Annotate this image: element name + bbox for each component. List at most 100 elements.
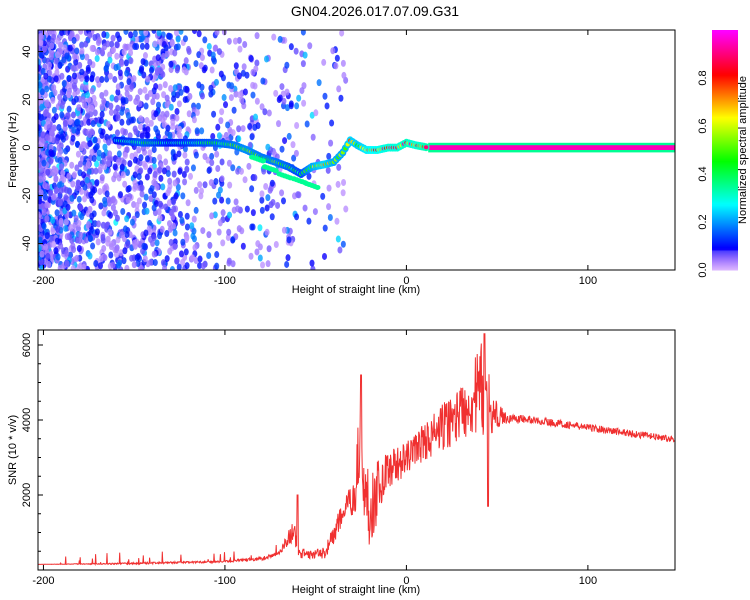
noise-cell bbox=[143, 162, 149, 170]
noise-cell bbox=[226, 228, 232, 236]
noise-cell bbox=[103, 64, 109, 72]
noise-cell bbox=[217, 219, 223, 227]
noise-cell bbox=[164, 230, 170, 238]
noise-cell bbox=[196, 30, 202, 38]
noise-cell bbox=[184, 212, 190, 220]
noise-cell bbox=[137, 123, 143, 131]
noise-cell bbox=[304, 120, 310, 128]
noise-cell bbox=[343, 205, 349, 213]
noise-cell bbox=[74, 47, 80, 55]
colorbar-cell bbox=[712, 192, 738, 195]
ridge-core bbox=[428, 145, 675, 150]
noise-cell bbox=[174, 66, 180, 74]
noise-cell bbox=[69, 161, 75, 169]
noise-cell bbox=[109, 40, 115, 48]
colorbar-cell bbox=[712, 164, 738, 167]
noise-cell bbox=[252, 174, 258, 182]
noise-cell bbox=[172, 229, 178, 237]
noise-cell bbox=[324, 102, 330, 110]
noise-cell bbox=[69, 194, 75, 202]
colorbar-cell bbox=[712, 222, 738, 225]
noise-cell bbox=[117, 191, 123, 199]
noise-cell bbox=[168, 66, 174, 74]
noise-cell bbox=[139, 35, 145, 43]
noise-cell bbox=[90, 242, 96, 250]
noise-cell bbox=[51, 240, 57, 248]
noise-cell bbox=[122, 151, 128, 159]
noise-cell bbox=[151, 191, 157, 199]
noise-cell bbox=[92, 109, 98, 117]
noise-cell bbox=[202, 181, 208, 189]
noise-cell bbox=[118, 231, 124, 239]
noise-cell bbox=[46, 61, 52, 69]
colorbar-cell bbox=[712, 266, 738, 269]
noise-cell bbox=[65, 112, 71, 120]
noise-cell bbox=[226, 257, 232, 265]
noise-cell bbox=[134, 254, 140, 262]
noise-cell bbox=[191, 215, 197, 223]
noise-cell bbox=[103, 89, 109, 97]
noise-cell bbox=[78, 231, 84, 239]
noise-cell bbox=[284, 88, 290, 96]
noise-cell bbox=[191, 116, 197, 124]
noise-cell bbox=[38, 224, 41, 232]
colorbar-cell bbox=[712, 252, 738, 255]
noise-cell bbox=[209, 152, 215, 160]
colorbar-cell bbox=[712, 214, 738, 217]
noise-cell bbox=[89, 148, 95, 156]
colorbar-cell bbox=[712, 148, 738, 151]
noise-cell bbox=[174, 257, 180, 265]
noise-cell bbox=[79, 53, 85, 61]
noise-cell bbox=[182, 96, 188, 104]
noise-cell bbox=[142, 201, 148, 209]
noise-cell bbox=[79, 47, 85, 55]
noise-cell bbox=[138, 115, 144, 123]
noise-cell bbox=[53, 75, 59, 83]
noise-cell bbox=[181, 66, 187, 74]
colorbar-cell bbox=[712, 122, 738, 125]
noise-cell bbox=[168, 103, 174, 111]
noise-cell bbox=[152, 170, 158, 178]
noise-cell bbox=[89, 74, 95, 82]
noise-cell bbox=[64, 249, 70, 257]
noise-cell bbox=[333, 62, 339, 70]
noise-cell bbox=[53, 57, 59, 65]
noise-cell bbox=[322, 252, 328, 260]
noise-cell bbox=[93, 259, 99, 267]
noise-cell bbox=[44, 201, 50, 209]
colorbar-cell bbox=[712, 198, 738, 201]
colorbar-cell bbox=[712, 256, 738, 259]
colorbar-cell bbox=[712, 210, 738, 213]
noise-cell bbox=[59, 102, 65, 110]
noise-cell bbox=[219, 108, 225, 116]
noise-cell bbox=[162, 264, 168, 270]
colorbar-cell bbox=[712, 196, 738, 199]
colorbar-label: Normalized spectral amplitude bbox=[737, 76, 749, 224]
noise-cell bbox=[167, 220, 173, 228]
noise-cell bbox=[53, 247, 59, 255]
noise-cell bbox=[157, 200, 163, 208]
noise-cell bbox=[335, 180, 341, 188]
colorbar-cell bbox=[712, 74, 738, 77]
noise-cell bbox=[105, 159, 111, 167]
noise-cell bbox=[39, 103, 45, 111]
noise-cell bbox=[169, 266, 175, 270]
colorbar-cell bbox=[712, 268, 738, 271]
noise-cell bbox=[199, 92, 205, 100]
noise-cell bbox=[105, 239, 111, 247]
noise-cell bbox=[158, 174, 164, 182]
noise-cell bbox=[112, 75, 118, 83]
x-tick-label: -200 bbox=[32, 275, 54, 287]
noise-cell bbox=[221, 94, 227, 102]
noise-cell bbox=[127, 160, 133, 168]
noise-cell bbox=[173, 192, 179, 200]
noise-cell bbox=[237, 91, 243, 99]
noise-cell bbox=[198, 192, 204, 200]
noise-cell bbox=[84, 75, 90, 83]
noise-cell bbox=[61, 80, 67, 88]
noise-cell bbox=[211, 110, 217, 118]
noise-cell bbox=[226, 37, 232, 45]
noise-cell bbox=[50, 96, 56, 104]
x-tick-label: -100 bbox=[214, 275, 236, 287]
noise-cell bbox=[104, 190, 110, 198]
